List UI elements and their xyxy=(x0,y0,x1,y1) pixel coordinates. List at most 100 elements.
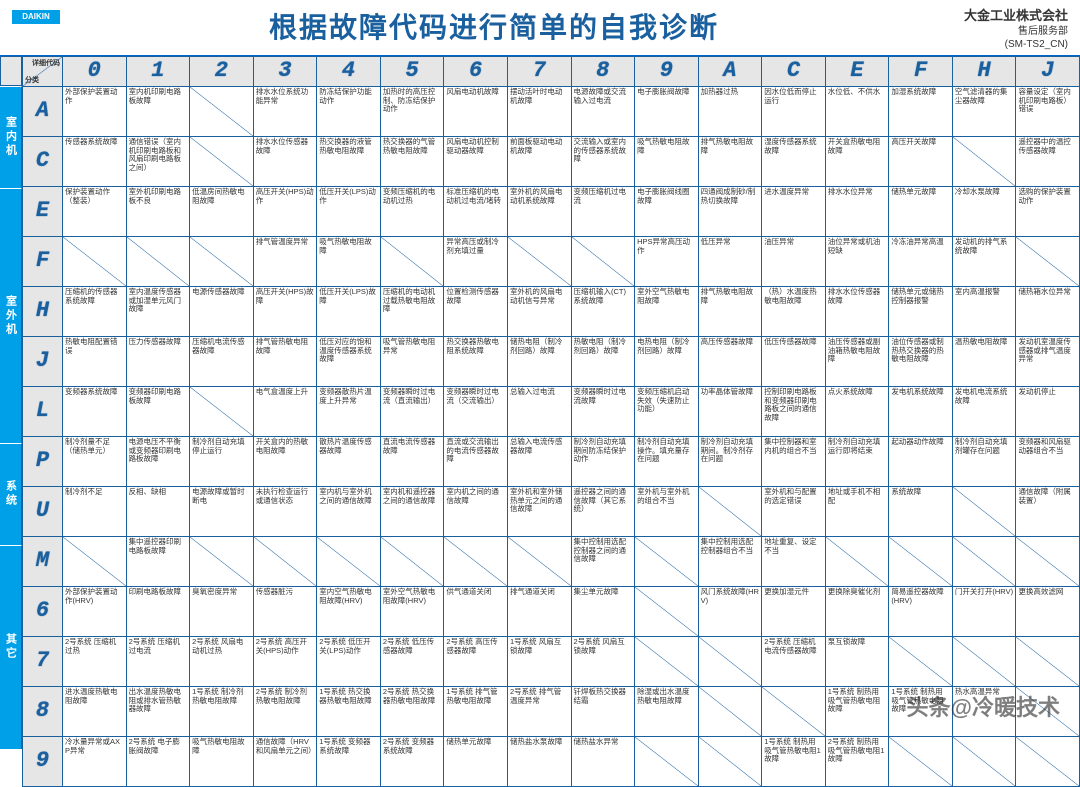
fault-cell: 水位低、不供水 xyxy=(825,86,889,136)
fault-cell: 四通阀成制砂/制热切换故障 xyxy=(698,186,762,236)
company-code: (SM-TS2_CN) xyxy=(928,38,1068,51)
fault-cell: 储热箱水位异常 xyxy=(1016,286,1080,336)
fault-cell: 热水高温异常 xyxy=(952,686,1016,736)
group-label: 室内机 xyxy=(0,86,22,188)
fault-cell: 排气热敏电阻故障 xyxy=(698,286,762,336)
fault-cell: 低压开关(LPS)动作 xyxy=(317,186,381,236)
table-row: L变频器系统故障变频器印刷电路板故障电气盒温度上升变频器散热片温度上升异常变频器… xyxy=(23,386,1080,436)
fault-cell: 发动机室温度传感器或排气温度异常 xyxy=(1016,336,1080,386)
fault-cell: 电源传感器故障 xyxy=(190,286,254,336)
fault-cell xyxy=(63,236,127,286)
col-header: 6 xyxy=(444,56,508,86)
fault-cell: 吸气热敏电阻故障 xyxy=(635,136,699,186)
fault-cell xyxy=(952,736,1016,786)
fault-cell: 室内机之间的通信故障 xyxy=(444,486,508,536)
fault-cell xyxy=(889,536,953,586)
fault-cell: 低压传感器故障 xyxy=(762,336,826,386)
fault-cell: 总输入过电流 xyxy=(507,386,571,436)
fault-cell: 油压异常 xyxy=(762,236,826,286)
fault-cell xyxy=(253,536,317,586)
fault-cell: 前面板驱动电动机故障 xyxy=(507,136,571,186)
fault-cell xyxy=(63,536,127,586)
table-row: A外部保护装置动作室内机印刷电路板故障排水水位系统功能异常防冻结保护功能动作加热… xyxy=(23,86,1080,136)
fault-cell xyxy=(952,136,1016,186)
fault-cell: 加湿系统故障 xyxy=(889,86,953,136)
fault-cell: 制冷剂自动充填运行即将结束 xyxy=(825,436,889,486)
fault-cell: 进水温度热敏电阻故障 xyxy=(63,686,127,736)
fault-cell: 油位异常或机油短缺 xyxy=(825,236,889,286)
fault-cell: （热）水温度热敏电阻故障 xyxy=(762,286,826,336)
fault-cell: 系统故障 xyxy=(889,486,953,536)
fault-cell: 低温房间热敏电阻故障 xyxy=(190,186,254,236)
group-label: 其它 xyxy=(0,545,22,749)
fault-cell: 1号系统 制热用吸气管热敏电阻故障 xyxy=(889,686,953,736)
fault-cell: 1号系统 制冷剂热敏电阻故障 xyxy=(190,686,254,736)
fault-cell: 温热敏电阻故障 xyxy=(952,336,1016,386)
fault-cell: 外部保护装置动作 xyxy=(63,86,127,136)
fault-cell: 电源故障或交流输入过电流 xyxy=(571,86,635,136)
fault-cell: 电子膨胀阀线圈故障 xyxy=(635,186,699,236)
header: DAIKIN 根据故障代码进行简单的自我诊断 大金工业株式会社 售后服务部 (S… xyxy=(0,0,1080,56)
fault-cell xyxy=(825,536,889,586)
col-header: 4 xyxy=(317,56,381,86)
fault-cell: 除湿或出水温度热敏电阻故障 xyxy=(635,686,699,736)
fault-cell: 室内高温报警 xyxy=(952,286,1016,336)
fault-cell: 通信故障（附属装置） xyxy=(1016,486,1080,536)
fault-cell: 总输入电流传感器故障 xyxy=(507,436,571,486)
fault-cell: 室外空气热敏电阻故障 xyxy=(635,286,699,336)
fault-cell: 通信错误（室内机印刷电路板和风扇印刷电路板之间） xyxy=(126,136,190,186)
fault-cell: 摆动活叶时电动机故障 xyxy=(507,86,571,136)
fault-cell: 简易遥控器故障(HRV) xyxy=(889,586,953,636)
row-code: P xyxy=(23,436,63,486)
fault-cell: 电源电压不平衡或变频器印刷电路板故障 xyxy=(126,436,190,486)
fault-cell xyxy=(635,586,699,636)
fault-cell xyxy=(952,636,1016,686)
fault-cell: 高压开关(HPS)动作 xyxy=(253,186,317,236)
fault-cell: 控制印刷电路板和变频器印刷电路板之间的通信故障 xyxy=(762,386,826,436)
fault-cell: 标准压缩机的电动机过电流/堵转 xyxy=(444,186,508,236)
fault-cell: 冷水量异常或AXP异常 xyxy=(63,736,127,786)
fault-cell: 压缩机输入(CT)系统故障 xyxy=(571,286,635,336)
fault-cell: 散热片温度传感器故障 xyxy=(317,436,381,486)
fault-code-table: 详细代码 分类 0123456789ACEFHJ A外部保护装置动作室内机印刷电… xyxy=(22,56,1080,787)
fault-cell: 电子膨胀阀故障 xyxy=(635,86,699,136)
fault-cell: 2号系统 风扇电动机过热 xyxy=(190,636,254,686)
fault-cell: 2号系统 低压开关(LPS)动作 xyxy=(317,636,381,686)
fault-cell: 臭氧密度异常 xyxy=(190,586,254,636)
fault-cell: 2号系统 低压传感器故障 xyxy=(380,636,444,686)
fault-cell: 2号系统 变频器系统故障 xyxy=(380,736,444,786)
fault-cell: 电源故障或暂时断电 xyxy=(190,486,254,536)
table-row: 6外部保护装置动作(HRV)印刷电路板故障臭氧密度异常传感器脏污室内空气热敏电阻… xyxy=(23,586,1080,636)
brand-logo: DAIKIN xyxy=(12,10,60,24)
fault-cell: 高压开关故障 xyxy=(889,136,953,186)
fault-cell: 集中遥控器印刷电路板故障 xyxy=(126,536,190,586)
fault-cell: 开关盒热敏电阻故障 xyxy=(825,136,889,186)
table-row: E保护装置动作（整装）室外机印刷电路板不良低温房间热敏电阻故障高压开关(HPS)… xyxy=(23,186,1080,236)
fault-cell: 加热器过热 xyxy=(698,86,762,136)
fault-cell: 空气滤清器的集尘器故障 xyxy=(952,86,1016,136)
fault-cell: 印刷电路板故障 xyxy=(126,586,190,636)
row-code: A xyxy=(23,86,63,136)
fault-cell: 1号系统 制热用吸气管热敏电阻1故障 xyxy=(762,736,826,786)
fault-cell xyxy=(952,536,1016,586)
fault-cell: 开关盒内的热敏电阻故障 xyxy=(253,436,317,486)
fault-cell: 排气通道关闭 xyxy=(507,586,571,636)
fault-cell xyxy=(571,236,635,286)
fault-cell: 风扇电动机故障 xyxy=(444,86,508,136)
fault-cell: 变频器瞬时过电流（交流输出） xyxy=(444,386,508,436)
fault-cell: 1号系统 热交换器热敏电阻故障 xyxy=(317,686,381,736)
fault-cell xyxy=(190,86,254,136)
fault-cell: 1号系统 排气管热敏电阻故障 xyxy=(444,686,508,736)
fault-cell: 保护装置动作（整装） xyxy=(63,186,127,236)
fault-cell: 排气管热敏电阻故障 xyxy=(253,336,317,386)
fault-cell: 更换除臭催化剂 xyxy=(825,586,889,636)
fault-cell xyxy=(698,636,762,686)
fault-cell: 压缩机的电动机过载热敏电阻故障 xyxy=(380,286,444,336)
fault-cell: 制冷剂不足 xyxy=(63,486,127,536)
main-layout: 室内机室外机系统其它 详细代码 分类 0123456789ACEFHJ A外部保… xyxy=(0,56,1080,787)
fault-cell: 制冷剂自动充填期间防冻结保护动作 xyxy=(571,436,635,486)
fault-cell xyxy=(952,486,1016,536)
fault-cell: 点火系统故障 xyxy=(825,386,889,436)
fault-cell: 排气管温度异常 xyxy=(253,236,317,286)
table-row: F排气管温度异常吸气热敏电阻故障异常高压或制冷剂充填过量HPS异常高压动作低压异… xyxy=(23,236,1080,286)
